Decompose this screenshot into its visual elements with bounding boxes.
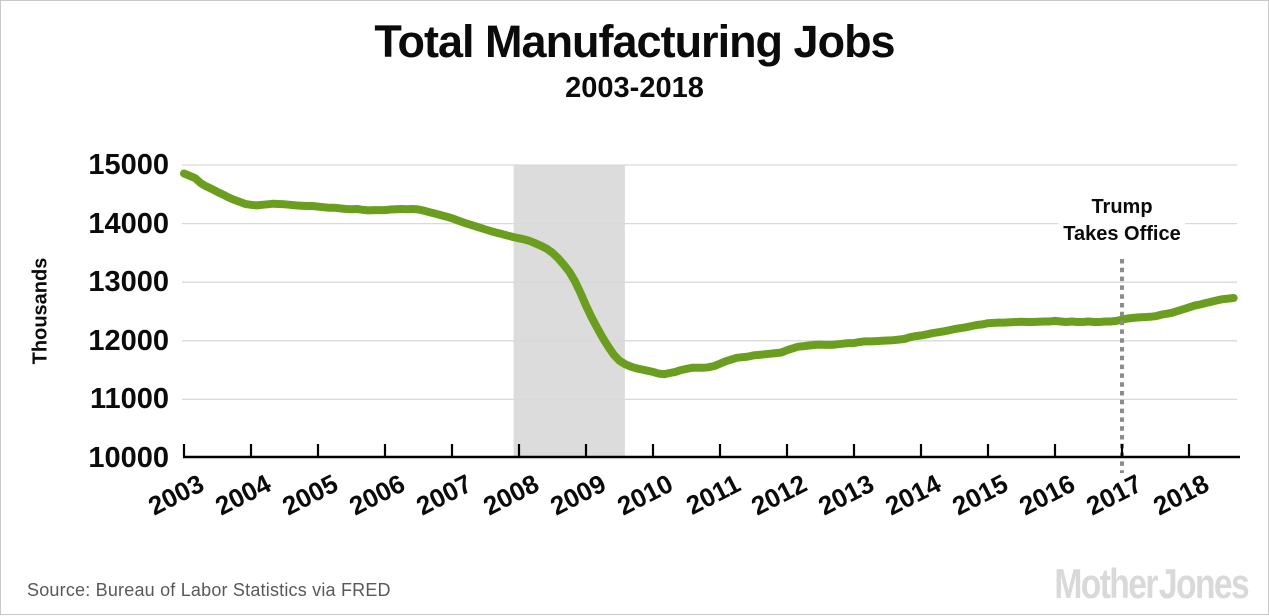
- y-tick-label-11000: 11000: [89, 383, 169, 416]
- annotation-line-1: Trump: [1091, 196, 1153, 218]
- y-tick-label-12000: 12000: [88, 324, 169, 357]
- source-credit: Source: Bureau of Labor Statistics via F…: [27, 580, 391, 600]
- recession-band-group: [513, 165, 625, 457]
- y-tick-label-13000: 13000: [88, 266, 169, 299]
- jobs-line: [180, 169, 1238, 379]
- chart-subtitle: 2003-2018: [565, 72, 704, 104]
- axis-group: [182, 444, 1240, 459]
- y-tick-label-15000: 15000: [88, 149, 169, 181]
- y-tick-label-14000: 14000: [88, 207, 169, 240]
- y-axis-title: Thousands: [29, 257, 52, 365]
- gridlines-group: [182, 164, 1237, 401]
- y-tick-label-10000: 10000: [88, 442, 169, 474]
- recession-band: [513, 165, 625, 457]
- annotation-line-2: Takes Office: [1063, 223, 1181, 245]
- chart-title: Total Manufacturing Jobs: [374, 16, 895, 67]
- trump-takes-office-annotation: Trump Takes Office: [1058, 194, 1186, 248]
- mother-jones-logo: Mother Jones: [1054, 560, 1249, 607]
- series-group: [180, 169, 1238, 379]
